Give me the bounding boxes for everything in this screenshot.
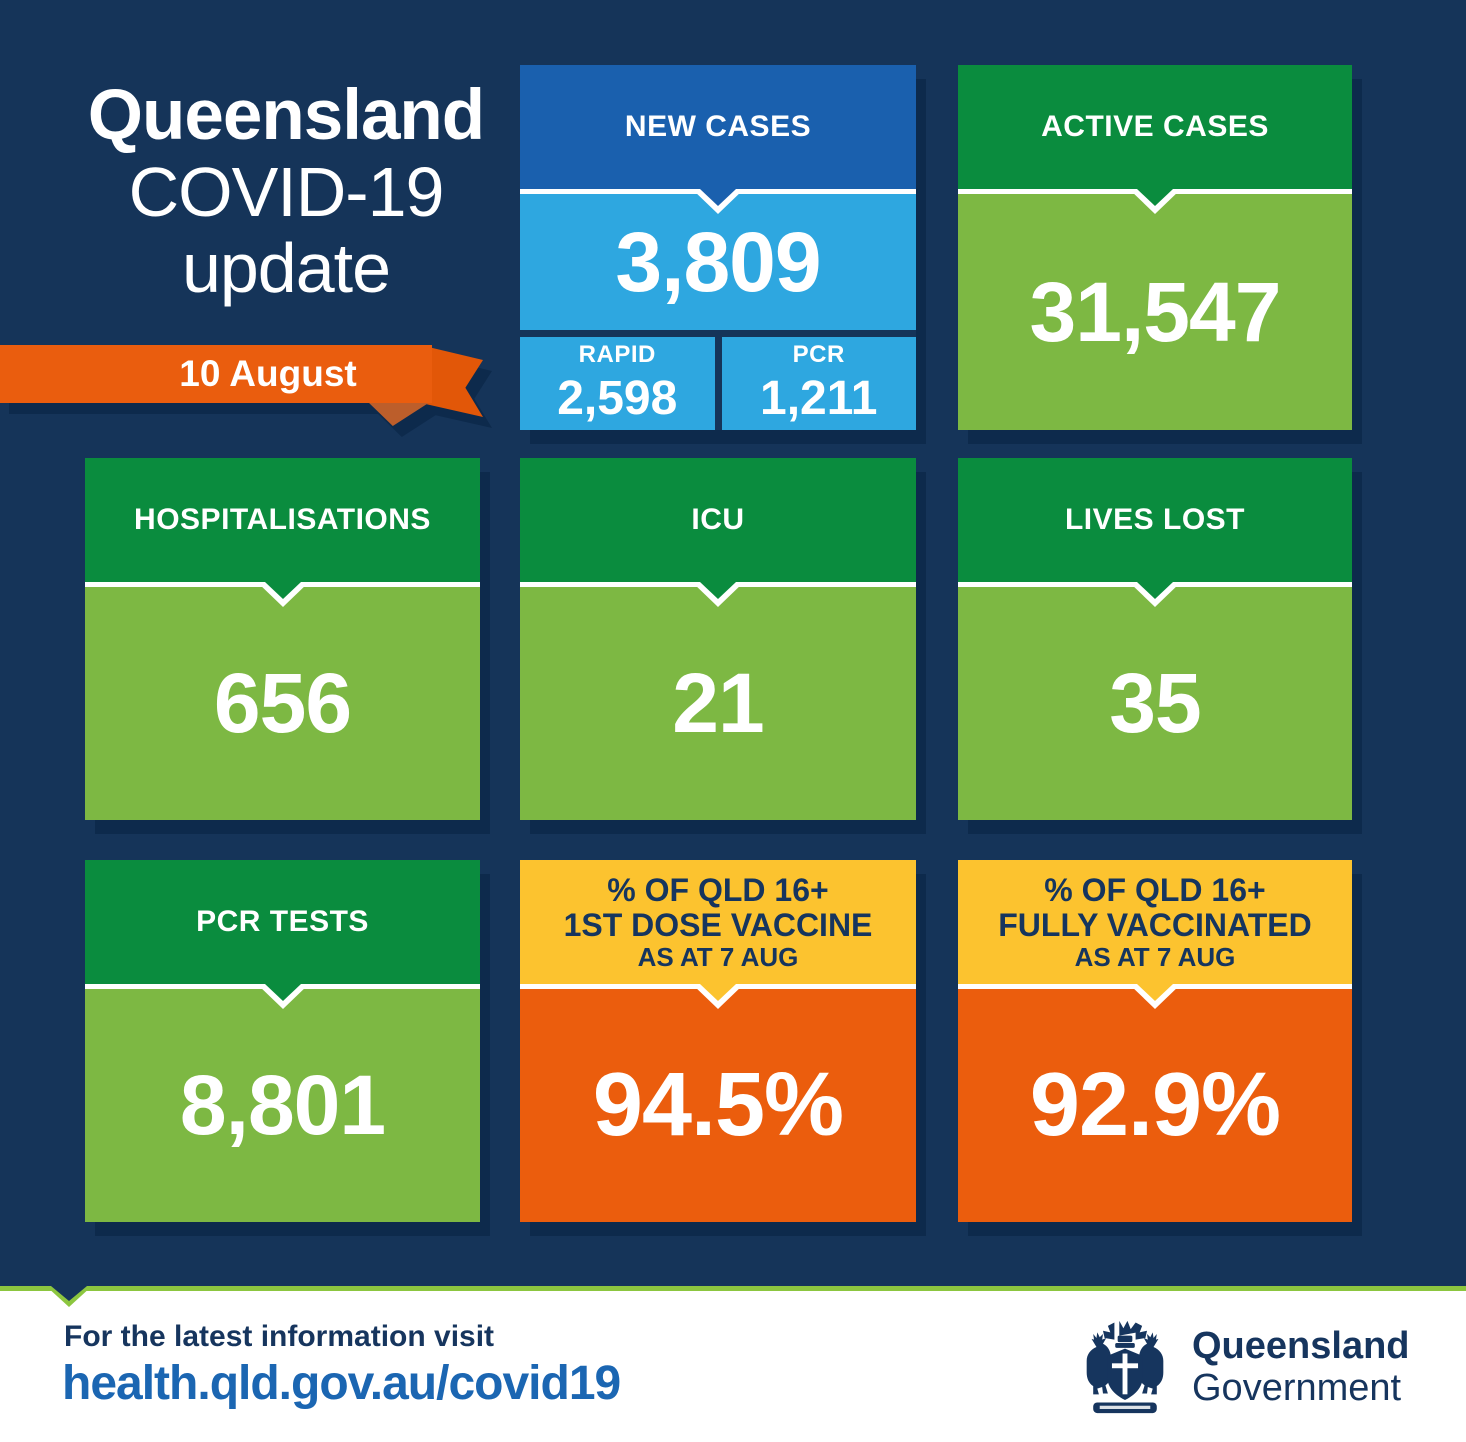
qld-coat-of-arms-icon <box>1086 1320 1164 1414</box>
card-hospitalisations: HOSPITALISATIONS 656 <box>85 458 480 820</box>
card-icu: ICU 21 <box>520 458 916 820</box>
card-hospitalisations-label: HOSPITALISATIONS <box>134 503 431 536</box>
subcard-rapid: RAPID 2,598 <box>520 337 715 430</box>
chevron-notch-icon <box>264 582 301 599</box>
date-ribbon-band: 10 August <box>0 345 432 403</box>
card-new-cases-body: 3,809 <box>520 189 916 330</box>
fully-vaccinated-label-line1: % OF QLD 16+ <box>1044 871 1266 908</box>
footer-notch-icon <box>51 1286 87 1301</box>
card-active-cases-header: ACTIVE CASES <box>958 65 1352 189</box>
card-new-cases-value: 3,809 <box>615 214 821 309</box>
card-fully-vaccinated-value: 92.9% <box>1029 1055 1281 1155</box>
card-lives-lost-value: 35 <box>1109 656 1201 750</box>
fully-vaccinated-label-line3: AS AT 7 AUG <box>1074 941 1236 972</box>
card-new-cases-label: NEW CASES <box>624 110 812 143</box>
card-first-dose-value: 94.5% <box>592 1055 844 1155</box>
subcard-pcr: PCR 1,211 <box>721 337 916 430</box>
new-cases-breakdown: RAPID 2,598 PCR 1,211 <box>520 337 916 430</box>
card-pcr-tests-header: PCR TESTS <box>85 860 480 984</box>
card-active-cases: ACTIVE CASES 31,547 <box>958 65 1352 430</box>
card-hospitalisations-value: 656 <box>213 656 352 750</box>
footer-green-divider <box>0 1286 1466 1291</box>
footer: For the latest information visit health.… <box>0 1286 1466 1442</box>
first-dose-label-line1: % OF QLD 16+ <box>607 871 829 908</box>
subcard-rapid-value: 2,598 <box>557 372 678 425</box>
chevron-notch-icon <box>1137 984 1173 1001</box>
card-active-cases-body: 31,547 <box>958 189 1352 430</box>
queensland-government-logo: Queensland Government <box>1072 1312 1410 1422</box>
card-fully-vaccinated-header: % OF QLD 16+ FULLY VACCINATED AS AT 7 AU… <box>958 860 1352 984</box>
card-lives-lost-label: LIVES LOST <box>1064 503 1246 536</box>
chevron-notch-icon <box>264 984 301 1001</box>
logo-text-queensland: Queensland <box>1192 1325 1410 1367</box>
card-hospitalisations-body: 656 <box>85 582 480 820</box>
date-ribbon: 10 August <box>0 345 500 440</box>
card-fully-vaccinated: % OF QLD 16+ FULLY VACCINATED AS AT 7 AU… <box>958 860 1352 1222</box>
card-active-cases-label: ACTIVE CASES <box>1041 110 1269 143</box>
card-pcr-tests-value: 8,801 <box>179 1058 386 1152</box>
page-title: Queensland COVID-19 update <box>60 76 512 307</box>
card-lives-lost-body: 35 <box>958 582 1352 820</box>
card-icu-body: 21 <box>520 582 916 820</box>
card-active-cases-value: 31,547 <box>1029 264 1282 359</box>
title-line-queensland: Queensland <box>87 76 485 155</box>
chevron-notch-icon <box>700 582 736 599</box>
subcard-pcr-value: 1,211 <box>760 372 878 425</box>
card-lives-lost-header: LIVES LOST <box>958 458 1352 582</box>
footer-info-text: For the latest information visit <box>64 1320 495 1353</box>
subcard-rapid-label: RAPID <box>578 341 656 368</box>
title-line-covid19: COVID-19 <box>128 153 445 231</box>
card-icu-label: ICU <box>691 503 745 536</box>
subcard-pcr-label: PCR <box>792 341 845 368</box>
date-ribbon-fold <box>368 402 430 426</box>
card-pcr-tests: PCR TESTS 8,801 <box>85 860 480 1222</box>
card-icu-header: ICU <box>520 458 916 582</box>
card-icu-value: 21 <box>672 656 764 750</box>
chevron-notch-icon <box>1137 189 1173 206</box>
card-new-cases: NEW CASES 3,809 RAPID 2,598 PCR 1,211 <box>520 65 916 430</box>
card-pcr-tests-label: PCR TESTS <box>196 905 369 938</box>
card-first-dose-vaccine: % OF QLD 16+ 1ST DOSE VACCINE AS AT 7 AU… <box>520 860 916 1222</box>
chevron-notch-icon <box>700 189 736 206</box>
card-first-dose-body: 94.5% <box>520 984 916 1222</box>
card-first-dose-header: % OF QLD 16+ 1ST DOSE VACCINE AS AT 7 AU… <box>520 860 916 984</box>
card-lives-lost: LIVES LOST 35 <box>958 458 1352 820</box>
title-line-update: update <box>181 229 391 307</box>
card-hospitalisations-header: HOSPITALISATIONS <box>85 458 480 582</box>
queensland-government-wordmark: Queensland Government <box>1192 1325 1410 1409</box>
card-pcr-tests-body: 8,801 <box>85 984 480 1222</box>
card-fully-vaccinated-body: 92.9% <box>958 984 1352 1222</box>
fully-vaccinated-label-line2: FULLY VACCINATED <box>998 906 1312 943</box>
first-dose-label-line3: AS AT 7 AUG <box>637 941 799 972</box>
chevron-notch-icon <box>700 984 736 1001</box>
footer-url-link[interactable]: health.qld.gov.au/covid19 <box>62 1357 621 1410</box>
date-label: 10 August <box>179 353 357 394</box>
logo-text-government: Government <box>1192 1367 1402 1409</box>
card-new-cases-header: NEW CASES <box>520 65 916 189</box>
chevron-notch-icon <box>1137 582 1173 599</box>
first-dose-label-line2: 1ST DOSE VACCINE <box>563 906 873 943</box>
